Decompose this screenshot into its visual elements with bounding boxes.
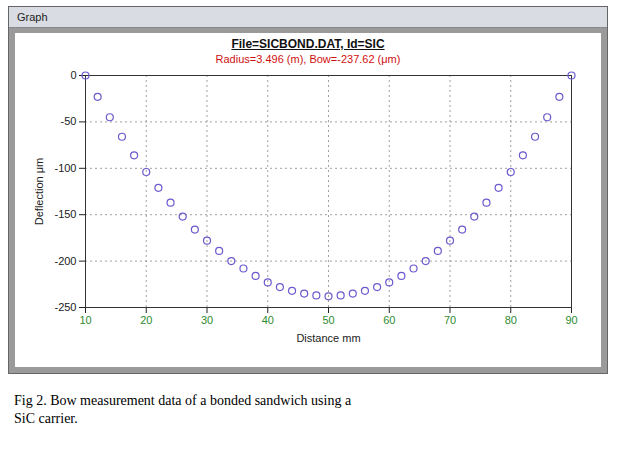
svg-text:0: 0	[70, 69, 76, 81]
svg-text:Deflection μm: Deflection μm	[33, 158, 45, 225]
html-text:Fig 2. Bow measurement data of: Fig 2. Bow measurement data of a bonded …	[14, 393, 352, 426]
svg-text:80: 80	[505, 314, 517, 326]
svg-text:90: 90	[565, 314, 577, 326]
svg-text:-50: -50	[61, 115, 77, 127]
svg-text:Distance mm: Distance mm	[296, 332, 360, 344]
html-text:File=SICBOND.DAT, Id=SIC: File=SICBOND.DAT, Id=SIC	[231, 37, 385, 51]
svg-text:20: 20	[140, 314, 152, 326]
svg-text:30: 30	[201, 314, 213, 326]
svg-text:10: 10	[79, 314, 91, 326]
svg-text:40: 40	[262, 314, 274, 326]
svg-text:50: 50	[322, 314, 334, 326]
html-text:Graph: Graph	[17, 11, 48, 23]
svg-text:-150: -150	[54, 208, 76, 220]
html-text:Radius=3.496 (m), Bow=-237.62: Radius=3.496 (m), Bow=-237.62 (μm)	[215, 53, 401, 65]
svg-text:-200: -200	[54, 255, 76, 267]
svg-text:-100: -100	[54, 162, 76, 174]
svg-text:60: 60	[383, 314, 395, 326]
svg-text:70: 70	[444, 314, 456, 326]
svg-text:-250: -250	[54, 301, 76, 313]
